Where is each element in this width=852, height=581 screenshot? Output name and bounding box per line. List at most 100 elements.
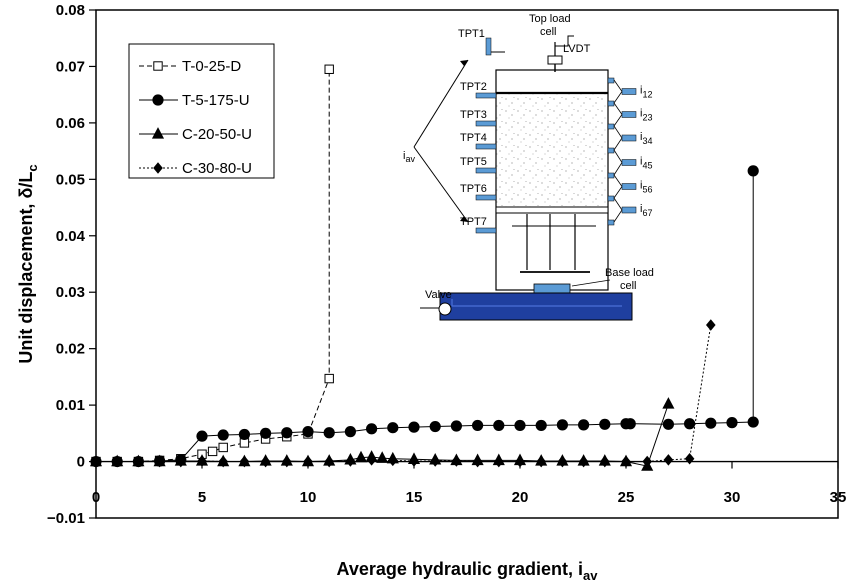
gradient-subscript: 23 xyxy=(642,113,652,123)
data-point xyxy=(133,455,144,468)
data-point xyxy=(624,418,636,430)
y-axis-title: Unit displacement, δ/Lc xyxy=(16,164,40,363)
x-axis-title: Average hydraulic gradient, iav xyxy=(337,559,599,581)
lvdt-arm xyxy=(555,35,574,47)
data-point xyxy=(282,455,292,468)
data-point xyxy=(302,426,314,438)
tap-port xyxy=(607,172,615,179)
data-point xyxy=(472,419,484,432)
data-point xyxy=(218,442,228,453)
tpt3-port xyxy=(475,120,497,127)
gradient-sensor xyxy=(621,206,637,214)
data-point xyxy=(260,427,272,439)
data-point xyxy=(514,419,526,432)
data-point xyxy=(450,420,462,432)
data-point xyxy=(557,455,568,468)
y-tick-label: 0.01 xyxy=(56,397,85,414)
x-tick-label: 10 xyxy=(300,489,317,506)
gradient-subscript: 12 xyxy=(642,90,652,100)
gradient-sensor xyxy=(621,111,637,118)
legend-marker xyxy=(151,127,165,139)
gradient-bracket xyxy=(613,125,623,151)
data-point xyxy=(515,455,525,468)
bottom-screen xyxy=(495,206,609,214)
data-point xyxy=(684,418,696,430)
data-point xyxy=(556,419,569,431)
data-point xyxy=(354,450,368,463)
x-tick-label: 5 xyxy=(198,489,206,506)
data-point xyxy=(238,428,250,441)
gradient-label: i56 xyxy=(640,180,652,195)
y-tick-label: 0.08 xyxy=(56,2,85,19)
y-tick-label: 0.02 xyxy=(56,341,85,358)
data-point xyxy=(472,455,483,468)
gradient-subscript: 56 xyxy=(642,185,652,195)
data-point xyxy=(451,455,462,467)
data-point xyxy=(429,420,441,433)
data-point xyxy=(344,426,356,438)
data-point xyxy=(218,455,228,468)
tpt2-port xyxy=(475,92,497,99)
data-point xyxy=(599,418,611,430)
legend-label: C-30-80-U xyxy=(182,160,252,177)
sand-specimen xyxy=(496,93,608,208)
gradient-bracket xyxy=(613,102,623,127)
iav-label: iav xyxy=(403,150,415,164)
data-point xyxy=(154,455,165,468)
gradient-subscript: 45 xyxy=(642,161,652,171)
top-cell-label: cell xyxy=(540,26,557,38)
data-point xyxy=(260,455,271,468)
data-point xyxy=(684,452,695,465)
series-line xyxy=(96,170,754,463)
data-point xyxy=(747,416,759,428)
valve-label: Valve xyxy=(425,289,452,301)
tpt4-label: TPT4 xyxy=(460,132,487,144)
series-group xyxy=(89,64,759,471)
data-point xyxy=(726,417,738,429)
data-point xyxy=(217,429,229,441)
tpt5-label: TPT5 xyxy=(460,156,487,168)
data-point xyxy=(535,419,547,432)
gradient-label: i23 xyxy=(640,108,652,123)
x-tick-label: 15 xyxy=(406,489,423,506)
series-line xyxy=(96,324,712,463)
y-tick-label: 0.06 xyxy=(56,115,85,132)
tap-port xyxy=(607,147,615,154)
tpt5-port xyxy=(475,167,497,174)
data-point xyxy=(345,455,356,467)
data-point xyxy=(239,455,250,468)
gradient-label: i45 xyxy=(640,156,652,171)
data-point xyxy=(366,423,378,435)
data-point xyxy=(409,455,419,467)
gradient-bracket xyxy=(613,79,623,104)
data-point xyxy=(705,417,717,429)
y-tick-label: 0 xyxy=(77,454,85,471)
data-point xyxy=(578,455,589,468)
gradient-subscript: 34 xyxy=(642,136,652,146)
legend: T-0-25-D T-5-175-U C-20-50-U C-30-80-U xyxy=(128,43,275,179)
base-cell-label: cell xyxy=(620,280,637,292)
tpt2-label: TPT2 xyxy=(460,81,487,93)
tpt7-label: TPT7 xyxy=(460,216,487,228)
top-load-label: Top load xyxy=(529,13,571,25)
x-tick-label: 25 xyxy=(618,489,635,506)
data-point xyxy=(196,430,208,442)
data-point xyxy=(494,455,504,468)
series-T-5-175-U xyxy=(90,165,759,468)
legend-label: T-5-175-U xyxy=(182,92,250,109)
arrow-head xyxy=(460,216,468,222)
iav-arrow xyxy=(413,59,469,148)
legend-marker xyxy=(152,94,164,106)
data-point xyxy=(366,454,377,466)
leader-line xyxy=(571,279,611,287)
series-C-30-80-U xyxy=(91,319,716,468)
legend-label: T-0-25-D xyxy=(182,58,241,75)
valve-icon xyxy=(438,302,452,316)
data-point xyxy=(324,455,334,468)
plot-frame xyxy=(95,9,839,519)
data-point xyxy=(663,454,674,466)
data-point xyxy=(197,455,207,467)
gradient-bracket xyxy=(613,149,623,176)
